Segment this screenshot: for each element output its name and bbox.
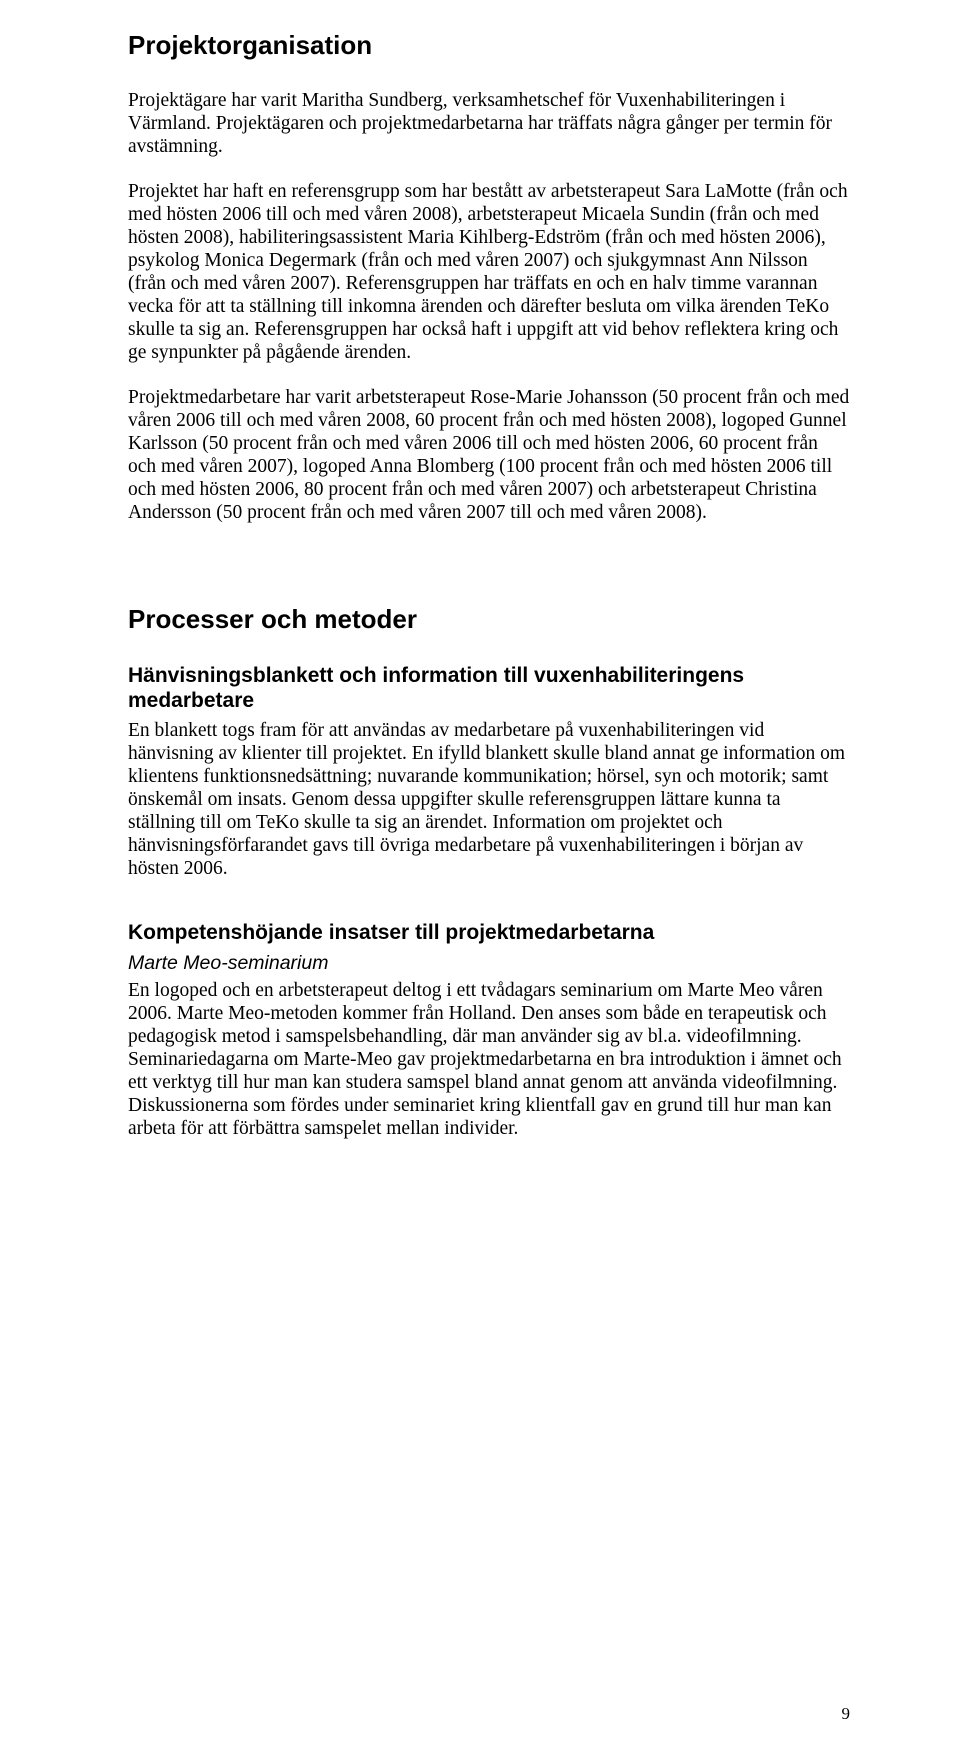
paragraph-blankett: En blankett togs fram för att användas a… bbox=[128, 719, 850, 880]
paragraph-intro: Projektägare har varit Maritha Sundberg,… bbox=[128, 89, 850, 158]
paragraph-medarbetare: Projektmedarbetare har varit arbetsterap… bbox=[128, 386, 850, 524]
document-page: Projektorganisation Projektägare har var… bbox=[0, 0, 960, 1748]
paragraph-marte-meo: En logoped och en arbetsterapeut deltog … bbox=[128, 979, 850, 1140]
subheading-kompetenshojande: Kompetenshöjande insatser till projektme… bbox=[128, 920, 850, 945]
paragraph-referensgrupp: Projektet har haft en referensgrupp som … bbox=[128, 180, 850, 364]
heading-projektorganisation: Projektorganisation bbox=[128, 30, 850, 61]
page-number: 9 bbox=[842, 1704, 851, 1724]
heading-processer: Processer och metoder bbox=[128, 604, 850, 635]
subheading-hanvisningsblankett: Hänvisningsblankett och information till… bbox=[128, 663, 850, 713]
subsubheading-marte-meo: Marte Meo-seminarium bbox=[128, 952, 850, 975]
